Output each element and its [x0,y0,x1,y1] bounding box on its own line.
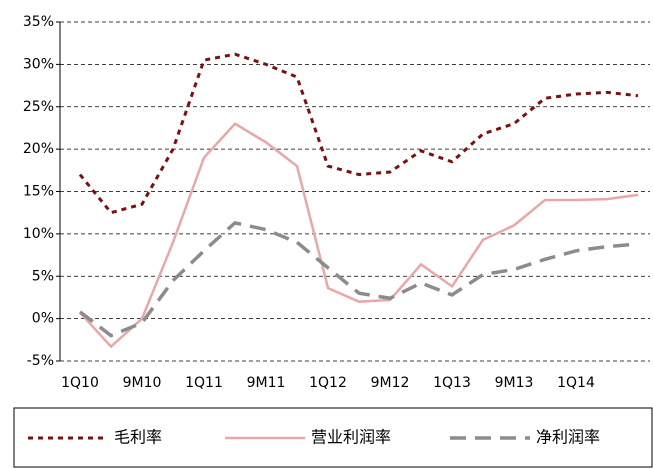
y-tick-label: 25% [23,99,54,115]
series-line [79,122,639,349]
legend-label: 毛利率 [114,428,162,447]
y-tick-label: 0% [32,311,54,327]
series-line [78,52,639,215]
x-tick-label: 1Q14 [557,375,595,391]
x-tick-label: 9M11 [247,375,286,391]
y-tick-label: 5% [32,268,54,284]
y-tick-label: 15% [23,184,54,200]
y-tick-label: 20% [23,141,54,157]
y-tick-label: -5% [27,353,54,369]
legend-label: 净利润率 [536,428,600,447]
x-tick-label: 9M12 [371,375,410,391]
y-tick-label: 30% [23,56,54,72]
legend-box [13,407,653,468]
x-tick-label: 1Q11 [185,375,223,391]
x-tick-label: 1Q12 [309,375,347,391]
y-tick-label: 35% [23,14,54,30]
legend-label: 营业利润率 [311,428,391,447]
y-tick-label: 10% [23,226,54,242]
series-line [78,220,639,338]
x-tick-label: 1Q13 [433,375,471,391]
x-tick-label: 1Q10 [61,375,99,391]
x-tick-label: 9M10 [123,375,162,391]
x-tick-label: 9M13 [495,375,534,391]
